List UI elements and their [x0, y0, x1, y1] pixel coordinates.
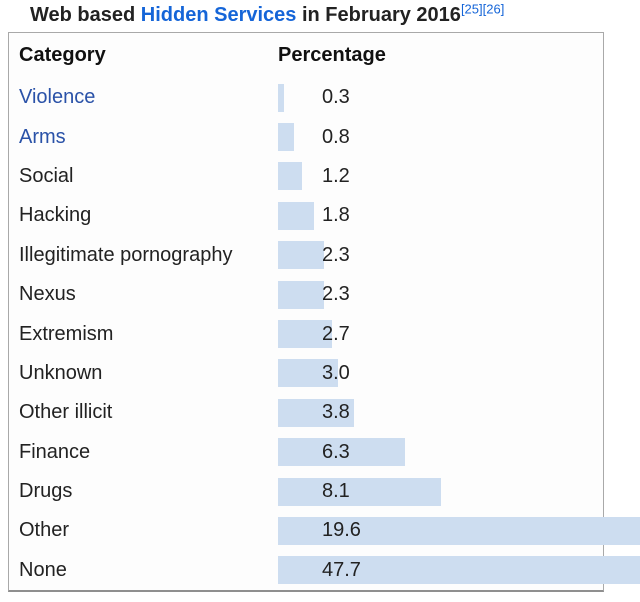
category-label[interactable]: Violence: [19, 86, 96, 109]
category-cell: Hacking: [9, 204, 278, 227]
category-cell: Arms: [9, 126, 278, 149]
table-row: None 47.7: [9, 551, 640, 590]
category-label: Hacking: [19, 204, 92, 227]
percentage-bar: [278, 162, 303, 191]
category-cell: Finance: [9, 441, 278, 464]
category-cell: Extremism: [9, 323, 278, 346]
table-row: Drugs 8.1: [9, 472, 603, 511]
category-cell: Drugs: [9, 480, 278, 503]
percentage-cell: 3.0: [278, 354, 603, 393]
percentage-bar: [278, 438, 405, 467]
percentage-bar: [278, 359, 339, 388]
category-cell: Nexus: [9, 283, 278, 306]
category-cell: Unknown: [9, 362, 278, 385]
category-cell: Violence: [9, 86, 278, 109]
table-row: Illegitimate pornography 2.3: [9, 236, 603, 275]
percentage-value: 1.8: [322, 204, 350, 227]
percentage-value: 3.8: [322, 401, 350, 424]
table-row: Finance 6.3: [9, 433, 603, 472]
percentage-header-label: Percentage: [278, 44, 386, 66]
percentage-cell: 6.3: [278, 433, 603, 472]
percentage-bar: [278, 123, 295, 152]
percentage-cell: 2.3: [278, 275, 603, 314]
category-label: Extremism: [19, 322, 114, 345]
category-label: Nexus: [19, 283, 76, 306]
percentage-bar: [278, 241, 325, 270]
category-label: Other illicit: [19, 401, 113, 424]
category-cell: None: [9, 559, 278, 582]
percentage-cell: 0.3: [278, 78, 603, 117]
reference-25-link[interactable]: [25]: [460, 1, 483, 17]
percentage-bar: [278, 320, 333, 349]
percentage-bar: [278, 477, 441, 506]
category-label: Illegitimate pornography: [19, 243, 233, 266]
category-label: Unknown: [19, 361, 103, 384]
table-row: Violence 0.3: [9, 78, 603, 117]
category-label: Finance: [19, 440, 91, 463]
chart-title: Web based Hidden Services in February 20…: [30, 1, 504, 29]
percentage-value: 47.7: [322, 558, 361, 581]
percentage-cell: 47.7: [278, 551, 640, 590]
table-row: Social 1.2: [9, 157, 603, 196]
percentage-cell: 3.8: [278, 393, 603, 432]
percentage-value: 2.7: [322, 322, 350, 345]
category-cell: Social: [9, 165, 278, 188]
percentage-bar: [278, 516, 640, 545]
table-row: Extremism 2.7: [9, 314, 603, 353]
table-row: Arms 0.8: [9, 117, 603, 156]
percentage-bar: [278, 556, 640, 585]
percentage-value: 2.3: [322, 243, 350, 266]
category-label: None: [19, 558, 67, 581]
table-row: Other illicit 3.8: [9, 393, 603, 432]
percentage-cell: 19.6: [278, 511, 640, 550]
category-label: Social: [19, 164, 74, 187]
percentage-bar: [278, 201, 315, 230]
hidden-services-table: Category Percentage Violence 0.3 Arms 0.…: [8, 32, 640, 593]
percentage-cell: 1.2: [278, 157, 603, 196]
percentage-bar: [278, 398, 355, 427]
table-header-row: Category Percentage: [9, 33, 603, 78]
table-row: Other 19.6: [9, 511, 640, 550]
table-row: Nexus 2.3: [9, 275, 603, 314]
percentage-cell: 0.8: [278, 117, 603, 156]
percentage-value: 0.8: [322, 125, 350, 148]
table-body: Violence 0.3 Arms 0.8 Social 1.2 Hacking: [9, 78, 640, 590]
percentage-value: 1.2: [322, 164, 350, 187]
category-label[interactable]: Arms: [19, 125, 66, 148]
percentage-header: Percentage: [278, 33, 603, 78]
title-prefix: Web based: [30, 4, 141, 26]
category-label: Drugs: [19, 480, 73, 503]
category-header: Category: [19, 44, 106, 66]
percentage-cell: 2.7: [278, 314, 603, 353]
percentage-value: 8.1: [322, 480, 350, 503]
category-cell: Other illicit: [9, 401, 278, 424]
title-suffix: in February 2016: [296, 4, 461, 26]
table-row: Hacking 1.8: [9, 196, 603, 235]
percentage-value: 0.3: [322, 86, 350, 109]
percentage-cell: 2.3: [278, 236, 603, 275]
table-row: Unknown 3.0: [9, 354, 603, 393]
percentage-bar: [278, 83, 285, 112]
percentage-value: 19.6: [322, 519, 361, 542]
category-label: Other: [19, 519, 70, 542]
category-cell: Other: [9, 519, 278, 542]
percentage-value: 3.0: [322, 361, 350, 384]
percentage-value: 2.3: [322, 283, 350, 306]
percentage-cell: 1.8: [278, 196, 603, 235]
category-cell: Illegitimate pornography: [9, 244, 278, 267]
title-hidden-services-link[interactable]: Hidden Services: [140, 4, 297, 26]
percentage-value: 6.3: [322, 440, 350, 463]
percentage-bar: [278, 280, 325, 309]
reference-26-link[interactable]: [26]: [482, 1, 505, 17]
percentage-cell: 8.1: [278, 472, 603, 511]
